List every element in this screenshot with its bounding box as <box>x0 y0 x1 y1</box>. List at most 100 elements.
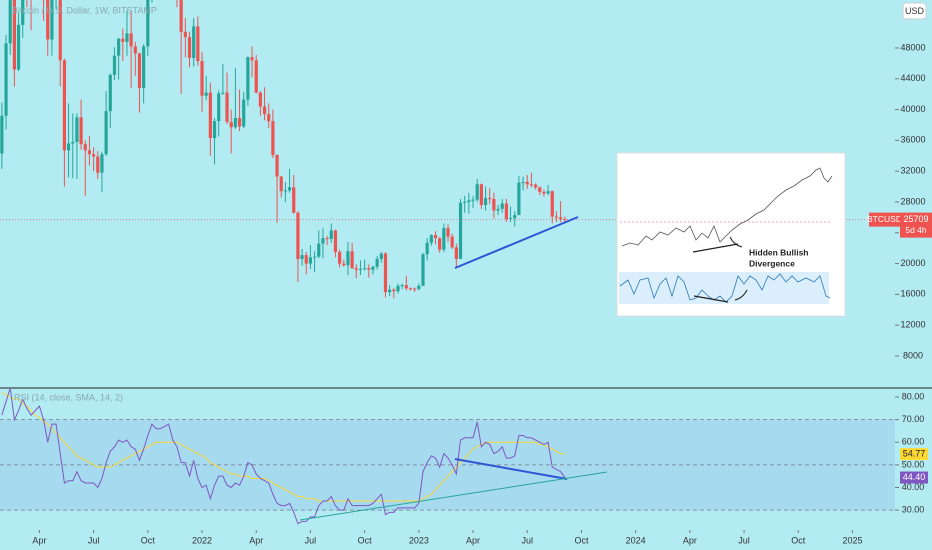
candle-body <box>296 212 300 259</box>
candle-body <box>300 255 304 259</box>
indicator-title: RSI (14, close, SMA, 14, 2) <box>14 392 123 402</box>
candle-body <box>83 144 87 151</box>
inset-image: Hidden Bullish Divergence <box>616 152 846 317</box>
candle-body <box>521 181 525 183</box>
y-tick-label: 60.00 <box>902 437 925 447</box>
candle-body <box>254 60 258 93</box>
candle-body <box>388 289 392 293</box>
candle-body <box>442 228 446 250</box>
candle-body <box>250 57 254 61</box>
y-tick-label: 40.00 <box>902 482 925 492</box>
candle-body <box>279 176 283 192</box>
y-tick-label: 28000 <box>900 196 925 206</box>
x-tick-label: 2024 <box>626 535 646 545</box>
candle-body <box>508 218 513 220</box>
chart-title: Bitcoin / U.S. Dollar, 1W, BITSTAMP <box>12 5 157 15</box>
sma-value-box <box>900 448 928 461</box>
candle-body <box>187 37 192 58</box>
candle-body <box>221 92 225 94</box>
countdown-label: 5d 4h <box>905 225 927 235</box>
inset-annotation: Hidden Bullish <box>749 247 809 257</box>
candle-body <box>146 0 150 47</box>
candle-body <box>79 117 83 145</box>
candle-body <box>358 268 363 270</box>
y-tick-label: 48000 <box>900 42 925 52</box>
candle-body <box>208 92 212 139</box>
x-tick-label: 2022 <box>192 535 212 545</box>
x-tick-label: Oct <box>358 535 373 545</box>
rsi-pane <box>0 389 895 525</box>
inset-annotation: Divergence <box>749 258 795 268</box>
rsi-trend-line <box>454 458 568 480</box>
rsi-line <box>1 389 566 525</box>
currency-label[interactable]: USD <box>905 6 925 16</box>
x-tick-label: Jul <box>738 535 750 545</box>
candle-body <box>533 184 538 188</box>
x-tick-label: 2023 <box>409 535 429 545</box>
candle-body <box>429 235 433 243</box>
candle-body <box>338 252 342 264</box>
candle-body <box>192 26 196 58</box>
candle-body <box>483 198 488 206</box>
candle-body <box>413 288 417 290</box>
price-label: 25709 <box>903 214 928 224</box>
x-tick-label: Apr <box>249 535 263 545</box>
candle-body <box>450 236 454 248</box>
candle-body <box>16 24 21 70</box>
candle-body <box>283 190 288 192</box>
x-tick-label: Oct <box>141 535 156 545</box>
sma-value-label: 54.77 <box>903 448 926 458</box>
axes: 8000120001600020000240002800032000360004… <box>32 42 932 545</box>
candle-body <box>396 285 400 292</box>
candle-body <box>488 198 492 200</box>
candle-body <box>467 200 471 202</box>
y-tick-label: 44000 <box>900 73 925 83</box>
candle-body <box>529 184 534 186</box>
candle-body <box>125 33 129 42</box>
candle-body <box>237 118 242 127</box>
candle-body <box>438 238 442 250</box>
candle-body <box>196 26 200 62</box>
candle-body <box>471 199 475 201</box>
price-pane <box>0 0 895 299</box>
candle-body <box>404 285 408 289</box>
candle-body <box>317 243 321 257</box>
x-tick-label: Jul <box>521 535 533 545</box>
candle-body <box>62 60 67 151</box>
sma-line <box>1 392 565 502</box>
candle-body <box>304 255 308 264</box>
candle-body <box>554 216 559 218</box>
candle-body <box>479 184 483 206</box>
candle-body <box>46 0 50 40</box>
candle-body <box>379 253 383 259</box>
candle-body <box>492 198 496 211</box>
candle-body <box>400 285 404 287</box>
candle-body <box>513 215 517 219</box>
candle-body <box>496 208 500 211</box>
candle-body <box>204 92 208 96</box>
y-tick-label: 8000 <box>903 350 923 360</box>
rsi-value-box <box>900 471 928 484</box>
candle-body <box>538 187 542 192</box>
candle-body <box>108 74 112 112</box>
symbol-label: BTCUSD <box>867 214 902 224</box>
trend-line <box>454 216 579 269</box>
y-tick-label: 20000 <box>900 258 925 268</box>
candle-body <box>112 55 117 75</box>
candle-body <box>308 257 313 264</box>
price-label-box <box>900 212 932 238</box>
candle-body <box>229 121 233 128</box>
candle-body <box>258 92 262 107</box>
x-tick-label: Apr <box>683 535 697 545</box>
candle-body <box>104 111 108 155</box>
candle-body <box>421 254 425 286</box>
candle-body <box>375 258 379 267</box>
x-tick-label: 2025 <box>842 535 862 545</box>
candle-body <box>558 217 563 219</box>
currency-button[interactable] <box>902 2 927 20</box>
candle-body <box>233 118 237 128</box>
candle-body <box>58 0 62 61</box>
candle-body <box>367 268 371 270</box>
candle-body <box>92 154 96 157</box>
